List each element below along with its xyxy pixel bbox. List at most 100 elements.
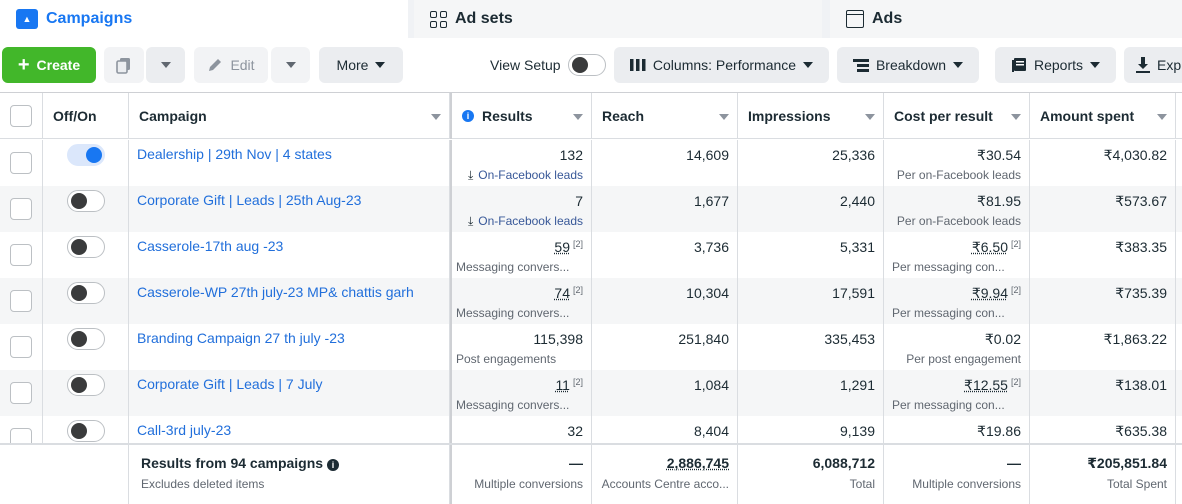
spent-value: ₹138.01	[1115, 377, 1167, 394]
header-campaign[interactable]: Campaign	[129, 93, 450, 139]
duplicate-dropdown-button[interactable]	[146, 47, 185, 83]
campaign-toggle[interactable]	[67, 190, 105, 212]
campaign-name-link[interactable]: Casserole-17th aug -23	[137, 238, 283, 254]
edit-dropdown-button[interactable]	[271, 47, 310, 83]
results-number: 32	[567, 423, 583, 439]
table-row[interactable]: Casserole-WP 27th july-23 MP& chattis ga…	[0, 278, 1182, 324]
results-footnote: [2]	[573, 377, 583, 387]
campaign-name-link[interactable]: Corporate Gift | Leads | 7 July	[137, 376, 322, 392]
table-footer: Results from 94 campaigns i Excludes dele…	[0, 443, 1182, 504]
tab-label: Campaigns	[46, 10, 132, 28]
breakdown-button[interactable]: Breakdown	[837, 47, 979, 83]
campaign-name-link[interactable]: Dealership | 29th Nov | 4 states	[137, 146, 332, 162]
info-icon[interactable]: i	[462, 110, 474, 122]
sort-caret-icon[interactable]	[1011, 114, 1021, 120]
campaign-toggle[interactable]	[67, 144, 105, 166]
cpr-value: ₹6.50 [2]	[972, 239, 1021, 256]
header-select-all	[0, 93, 43, 139]
row-results-cell: 11 [2] Messaging convers...	[450, 370, 592, 416]
row-checkbox[interactable]	[10, 244, 32, 266]
row-toggle-cell	[43, 186, 129, 232]
cpr-value: ₹9.94 [2]	[972, 285, 1021, 302]
campaign-toggle[interactable]	[67, 282, 105, 304]
tab-campaigns[interactable]: ▲ Campaigns	[0, 0, 408, 38]
results-number[interactable]: 74	[554, 285, 570, 301]
header-offon[interactable]: Off/On	[43, 93, 129, 139]
columns-button[interactable]: Columns: Performance	[614, 47, 829, 83]
campaign-icon: ▲	[16, 9, 38, 29]
footer-impressions-sub: Total	[850, 477, 875, 491]
sort-caret-icon[interactable]	[431, 114, 441, 120]
view-setup-toggle[interactable]	[568, 54, 606, 76]
campaign-name-link[interactable]: Call-3rd july-23	[137, 422, 231, 438]
row-reach-cell: 251,840	[592, 324, 738, 370]
cpr-sub: Per on-Facebook leads	[897, 168, 1021, 182]
row-checkbox[interactable]	[10, 198, 32, 220]
row-checkbox[interactable]	[10, 336, 32, 358]
header-amount-spent[interactable]: Amount spent	[1030, 93, 1176, 139]
more-label: More	[337, 57, 369, 73]
edit-button[interactable]: Edit	[194, 47, 268, 83]
tab-ad-sets[interactable]: Ad sets	[414, 0, 822, 38]
export-button[interactable]: Exp	[1124, 47, 1182, 83]
row-toggle-cell	[43, 370, 129, 416]
campaign-toggle[interactable]	[67, 236, 105, 258]
reach-value: 1,677	[694, 193, 729, 209]
cpr-sub: Per on-Facebook leads	[897, 214, 1021, 228]
cpr-number[interactable]: ₹9.94	[972, 285, 1008, 301]
cpr-number[interactable]: ₹6.50	[972, 239, 1008, 255]
footer-spent-value: ₹205,851.84	[1087, 455, 1167, 472]
results-number[interactable]: 11	[555, 377, 570, 393]
table-row[interactable]: Corporate Gift | Leads | 25th Aug-23 7 ⤓…	[0, 186, 1182, 232]
results-sub[interactable]: ⤓ On-Facebook leads	[468, 214, 583, 229]
cpr-value: ₹19.86	[977, 423, 1021, 440]
table-row[interactable]: Casserole-17th aug -23 59 [2] Messaging c…	[0, 232, 1182, 278]
campaign-name-link[interactable]: Corporate Gift | Leads | 25th Aug-23	[137, 192, 361, 208]
sort-caret-icon[interactable]	[1157, 114, 1167, 120]
row-checkbox[interactable]	[10, 382, 32, 404]
row-impressions-cell: 1,291	[738, 370, 884, 416]
cpr-number[interactable]: ₹12.55	[964, 377, 1008, 393]
sort-caret-icon[interactable]	[865, 114, 875, 120]
download-icon: ⤓	[468, 168, 473, 182]
header-impressions[interactable]: Impressions	[738, 93, 884, 139]
reports-button[interactable]: Reports	[995, 47, 1116, 83]
campaign-toggle[interactable]	[67, 420, 105, 442]
sort-caret-icon[interactable]	[719, 114, 729, 120]
campaign-name-link[interactable]: Casserole-WP 27th july-23 MP& chattis ga…	[137, 284, 414, 300]
footer-reach-value[interactable]: 2,886,745	[667, 455, 729, 471]
table-row[interactable]: Branding Campaign 27 th july -23 115,398…	[0, 324, 1182, 370]
row-campaign-cell: Dealership | 29th Nov | 4 states	[129, 140, 450, 186]
row-checkbox[interactable]	[10, 290, 32, 312]
cpr-sub: Per messaging con...	[892, 260, 1026, 274]
campaign-toggle[interactable]	[67, 328, 105, 350]
create-button[interactable]: + Create	[2, 47, 96, 83]
results-sub[interactable]: ⤓ On-Facebook leads	[468, 168, 583, 183]
select-all-checkbox[interactable]	[10, 105, 32, 127]
results-number: 132	[560, 147, 583, 163]
table-row[interactable]: Dealership | 29th Nov | 4 states 132 ⤓ On…	[0, 140, 1182, 186]
cpr-footnote: [2]	[1011, 239, 1021, 249]
row-checkbox[interactable]	[10, 152, 32, 174]
table-header: Off/On Campaign i Results Reach Impressi…	[0, 93, 1182, 139]
header-reach[interactable]: Reach	[592, 93, 738, 139]
cpr-number: ₹30.54	[977, 147, 1021, 163]
duplicate-button[interactable]	[104, 47, 144, 83]
pencil-icon	[207, 57, 223, 73]
header-cost-per-result[interactable]: Cost per result	[884, 93, 1030, 139]
tab-label: Ads	[872, 10, 902, 28]
campaign-toggle[interactable]	[67, 374, 105, 396]
info-icon[interactable]: i	[327, 459, 339, 471]
results-number[interactable]: 59	[554, 239, 570, 255]
campaign-name-link[interactable]: Branding Campaign 27 th july -23	[137, 330, 345, 346]
more-button[interactable]: More	[319, 47, 403, 83]
tab-ads[interactable]: Ads	[830, 0, 1182, 38]
table-row[interactable]: Corporate Gift | Leads | 7 July 11 [2] Me…	[0, 370, 1182, 416]
header-results[interactable]: i Results	[450, 93, 592, 139]
columns-icon	[630, 58, 646, 72]
edit-label: Edit	[230, 57, 254, 73]
cpr-value: ₹12.55 [2]	[964, 377, 1021, 394]
footer-results-value: —	[569, 455, 583, 471]
row-spent-cell: ₹735.39	[1030, 278, 1176, 324]
sort-caret-icon[interactable]	[573, 114, 583, 120]
